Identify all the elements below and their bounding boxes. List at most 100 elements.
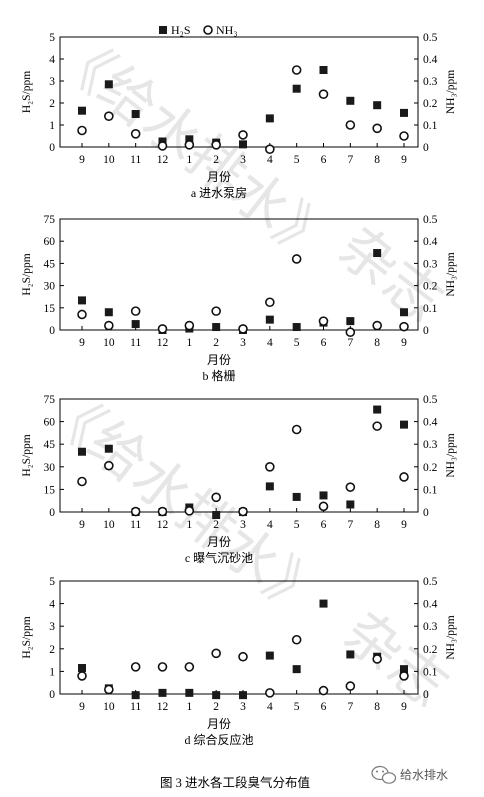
panel-caption: a 进水泵房: [191, 185, 247, 200]
nh3-point: [399, 472, 409, 482]
h2s-point: [185, 688, 194, 697]
series-nh3: [77, 65, 409, 154]
x-tick-label: 11: [130, 337, 141, 349]
x-tick-label: 3: [240, 519, 246, 531]
nh3-point: [184, 140, 195, 150]
h2s-point: [346, 650, 355, 659]
nh3-point: [372, 654, 382, 664]
x-tick-label: 8: [374, 154, 380, 166]
x-tick-label: 9: [79, 337, 85, 349]
x-tick-label: 2: [213, 154, 219, 166]
x-tick-label: 9: [79, 701, 85, 713]
x-tick-label: 1: [186, 701, 192, 713]
x-tick-label: 4: [267, 337, 273, 349]
y-tick-label-right: 0.2: [423, 462, 438, 474]
nh3-point: [130, 129, 141, 139]
h2s-point: [104, 308, 113, 317]
nh3-point: [77, 309, 87, 320]
x-tick-label: 2: [213, 701, 219, 713]
brand-name: 给水排水: [400, 768, 448, 782]
h2s-point: [346, 317, 355, 326]
y-axis-title-right: NH₃/ppm: [445, 433, 457, 477]
nh3-point: [157, 506, 168, 517]
h2s-point: [346, 500, 355, 509]
nh3-point: [372, 421, 382, 431]
y-tick-label-left: 30: [44, 462, 56, 474]
x-tick-label: 5: [294, 154, 300, 166]
h2s-point: [239, 691, 247, 700]
panel-caption: c 曝气沉砂池: [185, 550, 253, 565]
x-tick-label: 5: [294, 519, 300, 531]
h2s-point: [131, 320, 140, 329]
panel-caption: d 综合反应池: [184, 732, 253, 747]
x-tick-label: 9: [401, 701, 407, 713]
y-tick-label-right: 0.3: [423, 258, 438, 270]
y-tick-label-right: 0.2: [423, 98, 438, 110]
nh3-point: [345, 327, 356, 338]
h2s-point: [104, 80, 113, 89]
nh3-point: [265, 144, 275, 154]
y-tick-label-left: 45: [44, 439, 56, 451]
y-tick-label-left: 3: [49, 621, 55, 633]
h2s-point: [319, 491, 328, 500]
y-tick-label-left: 2: [49, 644, 55, 656]
nh3-point: [211, 140, 221, 150]
x-tick-label: 12: [157, 701, 169, 713]
x-tick-label: 5: [294, 337, 300, 349]
nh3-point: [130, 306, 141, 316]
h2s-point: [373, 101, 382, 110]
nh3-point: [77, 125, 87, 136]
watermark-text: 杂志: [327, 216, 453, 334]
x-tick-label: 8: [374, 337, 380, 349]
nh3-point: [265, 688, 275, 698]
nh3-point: [399, 131, 409, 141]
nh3-point: [130, 662, 141, 672]
x-tick-label: 11: [130, 519, 141, 531]
x-tick-label: 7: [347, 337, 353, 349]
h2s-point: [265, 315, 274, 324]
h2s-point: [212, 691, 221, 700]
x-tick-label: 4: [267, 701, 273, 713]
y-tick-label-right: 0: [423, 507, 429, 519]
y-tick-label-right: 0.4: [423, 54, 438, 66]
y-tick-label-left: 0: [49, 142, 55, 154]
h2s-point: [400, 665, 408, 674]
nh3-point: [372, 320, 382, 331]
nh3-point: [238, 324, 248, 334]
h2s-point: [292, 84, 301, 93]
x-tick-label: 7: [347, 701, 353, 713]
nh3-point: [372, 123, 382, 134]
h2s-point: [319, 599, 328, 608]
x-tick-label: 6: [321, 701, 327, 713]
nh3-point: [157, 662, 168, 672]
y-tick-label-right: 0.3: [423, 621, 438, 633]
x-tick-label: 7: [347, 154, 353, 166]
nh3-point: [77, 671, 87, 681]
y-tick-label-left: 3: [49, 76, 55, 88]
y-tick-label-left: 5: [49, 576, 55, 588]
x-tick-label: 9: [401, 154, 407, 166]
nh3-point: [345, 120, 356, 130]
x-tick-label: 1: [186, 337, 192, 349]
nh3-point: [265, 461, 275, 472]
x-tick-label: 1: [186, 519, 192, 531]
h2s-point: [131, 691, 140, 700]
y-tick-label-right: 0.1: [423, 666, 438, 678]
y-axis-title-left: H₂S/ppm: [21, 616, 33, 658]
y-tick-label-right: 0.2: [423, 281, 438, 293]
x-tick-label: 6: [321, 519, 327, 531]
h2s-point: [131, 110, 140, 118]
h2s-point: [78, 106, 86, 115]
nh3-point: [77, 476, 87, 487]
x-axis-title: 月份: [207, 717, 231, 731]
nh3-point: [238, 506, 248, 517]
x-tick-label: 10: [103, 337, 115, 349]
nh3-point: [104, 460, 114, 471]
x-tick-label: 6: [321, 337, 327, 349]
nh3-point: [157, 324, 168, 334]
h2s-point: [292, 323, 301, 332]
legend-nh3-marker: [203, 25, 213, 35]
y-tick-label-left: 0: [49, 325, 55, 337]
